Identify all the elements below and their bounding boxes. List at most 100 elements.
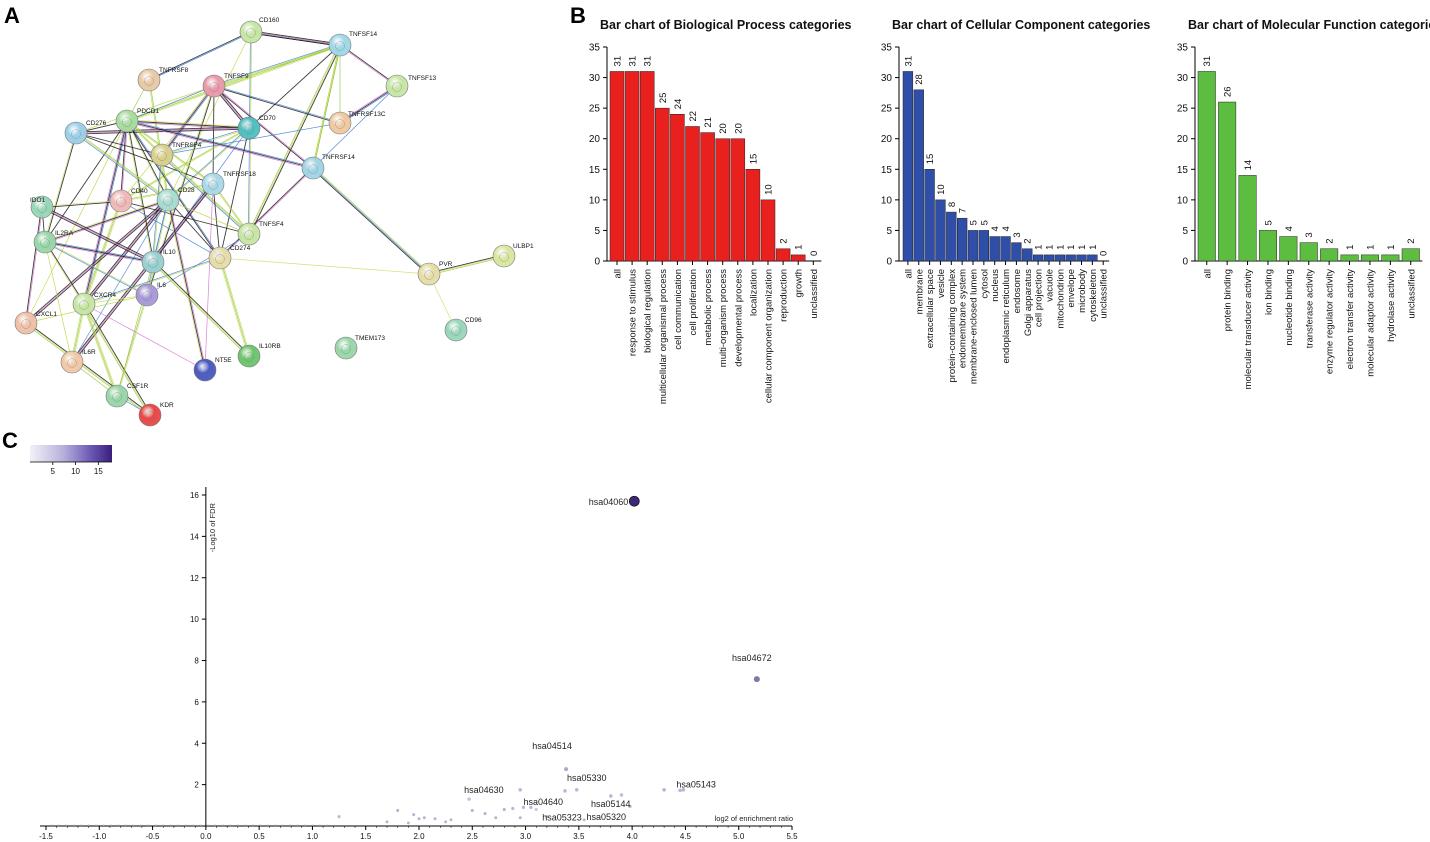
network-edge: [83, 303, 118, 397]
network-edge: [168, 199, 207, 370]
network-edge: [311, 168, 429, 276]
y-tick-label: 5: [886, 226, 892, 237]
network-edge: [26, 321, 151, 415]
network-node-structure: [116, 197, 126, 207]
y-tick-label: 15: [1177, 165, 1189, 176]
network-edge: [126, 121, 220, 259]
bar: [1000, 236, 1011, 262]
network-edge: [214, 85, 314, 168]
network-edge: [84, 303, 152, 415]
network-edge: [45, 133, 77, 243]
category-label: protein binding: [1223, 269, 1234, 331]
network-node: CSF1R: [105, 383, 149, 408]
network-edge: [161, 85, 215, 156]
network-node-circle: [301, 156, 325, 180]
network-edge: [212, 183, 221, 259]
network-edge: [76, 131, 169, 200]
bar-value-label: 7: [958, 208, 969, 213]
network-edge: [26, 207, 43, 324]
scatter-point: [521, 805, 526, 809]
network-edge: [148, 31, 251, 80]
network-node: IDO1: [30, 195, 54, 219]
scatter-point: [511, 806, 515, 811]
y-tick-label: 25: [881, 104, 893, 115]
network-node-structure: [157, 151, 167, 161]
y-tick-label: 30: [881, 73, 893, 84]
bar-value-label: 1: [1386, 245, 1397, 250]
scatter-point-minor: [318, 824, 321, 826]
network-edge: [83, 120, 128, 305]
scatter-point: [467, 797, 471, 801]
network-node-circle: [64, 121, 88, 145]
bar: [639, 71, 655, 262]
network-node-structure: [21, 319, 31, 329]
network-edge: [127, 120, 221, 258]
bar: [1197, 71, 1216, 262]
network-edge: [41, 200, 121, 207]
network-edge: [75, 85, 215, 134]
bar-chart-title: Bar chart of Cellular Component categori…: [892, 18, 1150, 32]
network-node: TNFRSF14: [301, 154, 355, 180]
bar: [1218, 101, 1237, 262]
network-edge: [162, 86, 216, 156]
bar: [1299, 242, 1318, 262]
bar: [1087, 254, 1098, 262]
scatter-point: [337, 815, 341, 819]
scatter-point-minor: [266, 824, 269, 826]
y-tick-label: 15: [589, 165, 601, 176]
network-node-circle: [237, 116, 261, 140]
network-node-label: CXCR4: [94, 292, 116, 299]
bar-value-label: 0: [809, 251, 820, 256]
network-edge: [161, 154, 250, 235]
network-node-label: CD274: [230, 245, 251, 252]
x-tick-label: -1.0: [92, 832, 106, 841]
network-node: CD40: [109, 188, 148, 213]
network-node-circle: [72, 292, 96, 316]
category-label: metabolic process: [703, 269, 714, 346]
network-node: KDR: [138, 402, 174, 427]
network-edge: [44, 199, 169, 243]
bar-value-label: 1: [1066, 245, 1077, 250]
scatter-point: [433, 817, 437, 821]
scatter-point-minor: [162, 824, 165, 826]
network-edge: [167, 199, 206, 371]
network-node-structure: [209, 82, 219, 92]
network-node-circle: [109, 189, 133, 213]
network-edge: [340, 86, 398, 125]
scatter-point-minor: [50, 824, 53, 826]
bar: [760, 199, 776, 262]
category-label: ion binding: [1263, 269, 1274, 315]
bar-value-label: 0: [1099, 251, 1110, 256]
network-edges: [24, 30, 505, 417]
category-label: unclassified: [1099, 269, 1110, 319]
x-axis-title: log2 of enrichment ratio: [715, 814, 793, 823]
bar-value-label: 8: [947, 202, 958, 207]
panel-letter-b: B: [570, 3, 586, 28]
bar: [1065, 254, 1076, 262]
bar-chart-1: Bar chart of Biological Process categori…: [589, 18, 852, 404]
bar: [624, 71, 640, 262]
network-node-structure: [246, 28, 256, 38]
bar-value-label: 1: [1365, 245, 1376, 250]
bar-value-label: 2: [1406, 238, 1417, 243]
scatter-point: [483, 812, 487, 816]
y-tick-label: 20: [881, 134, 893, 145]
scatter-point: [449, 818, 453, 822]
scatter-point: [545, 815, 549, 819]
network-edge: [213, 44, 341, 87]
network-edge: [339, 84, 397, 123]
network-edge: [339, 85, 398, 124]
network-node-label: PDCD1: [137, 108, 159, 115]
scatter-point-label: hsa04630: [464, 785, 504, 795]
network-edge: [149, 32, 252, 81]
x-tick-label: 5.5: [786, 832, 798, 841]
bar-value-label: 1: [1077, 245, 1088, 250]
network-node-circle: [328, 33, 352, 57]
network-node-label: TNFRSF14: [322, 154, 355, 161]
network-edge: [45, 241, 85, 304]
network-edge: [71, 183, 214, 363]
network-edge: [44, 198, 168, 242]
category-label: multicellular organismal process: [658, 269, 669, 404]
category-label: response to stimulus: [628, 269, 639, 356]
network-edge: [167, 199, 250, 235]
